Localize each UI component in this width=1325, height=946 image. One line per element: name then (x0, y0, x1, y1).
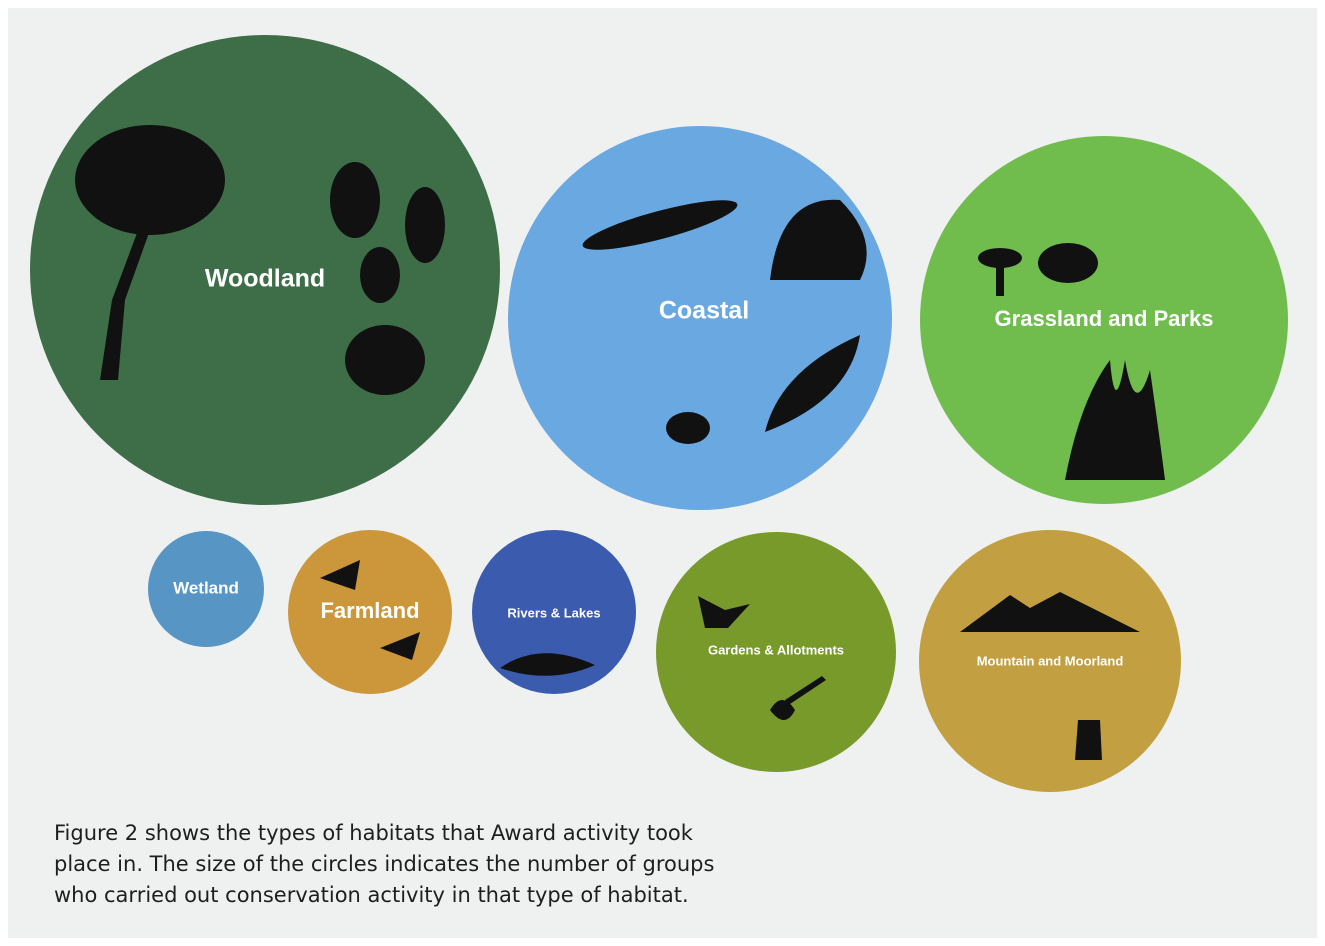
node-label: Wetland (173, 578, 239, 597)
node-label: Coastal (659, 297, 749, 325)
node-label: Grassland and Parks (995, 306, 1214, 331)
page: Woodland Coastal Grassland and Parks Wet… (0, 0, 1325, 946)
node-label: Gardens & Allotments (708, 642, 844, 657)
caption-line: Figure 2 shows the types of habitats tha… (54, 818, 714, 849)
node-label: Rivers & Lakes (507, 605, 600, 620)
caption-line: who carried out conservation activity in… (54, 880, 714, 911)
caption: Figure 2 shows the types of habitats tha… (54, 818, 714, 911)
node-label: Farmland (320, 598, 419, 623)
habitat-diagram: Woodland Coastal Grassland and Parks Wet… (0, 0, 1325, 946)
node-label: Woodland (205, 265, 325, 293)
node-label: Mountain and Moorland (977, 653, 1124, 668)
caption-line: place in. The size of the circles indica… (54, 849, 714, 880)
